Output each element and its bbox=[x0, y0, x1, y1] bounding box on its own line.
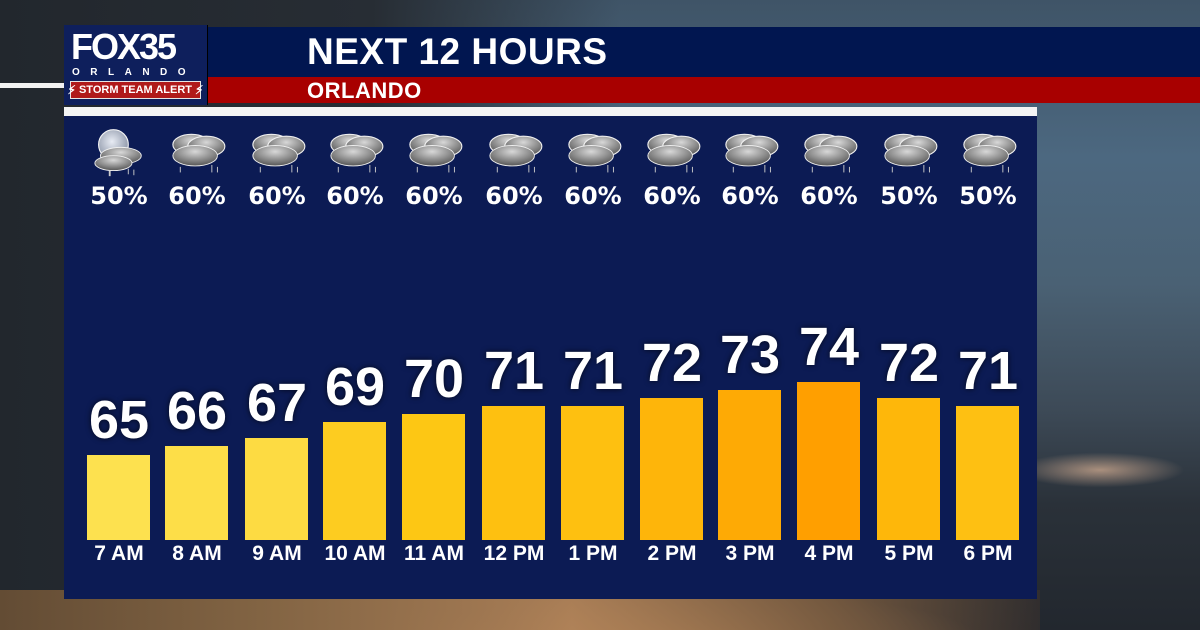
forecast-column: 60% 72 2 PM bbox=[640, 116, 704, 599]
rain-chance: 60% bbox=[721, 182, 779, 210]
forecast-column: 50% 65 7 AM bbox=[87, 116, 151, 599]
temperature-bar bbox=[877, 397, 940, 540]
rain-chance: 50% bbox=[959, 182, 1017, 210]
temperature-bar bbox=[561, 405, 624, 540]
hour-label: 7 AM bbox=[94, 542, 144, 565]
page-title: NEXT 12 HOURS bbox=[307, 31, 608, 72]
temperature-bar bbox=[718, 389, 781, 540]
rain-cloud-icon bbox=[409, 133, 463, 173]
rain-cloud-icon bbox=[963, 133, 1017, 173]
night-cloud-rain-icon bbox=[93, 128, 143, 178]
forecast-column: 50% 72 5 PM bbox=[877, 116, 941, 599]
rain-chance: 60% bbox=[168, 182, 226, 210]
forecast-panel: 50% 65 7 AM 60% 66 8 AM 60% 67 9 AM 60% 69 10 AM 60%… bbox=[64, 116, 1037, 599]
temperature-bar bbox=[87, 454, 150, 540]
rain-chance: 60% bbox=[800, 182, 858, 210]
temperature-bar bbox=[245, 438, 308, 540]
rain-cloud-icon bbox=[252, 133, 306, 173]
rain-chance: 60% bbox=[643, 182, 701, 210]
temperature-value: 72 bbox=[878, 332, 940, 393]
storm-team-alert-badge: ⚡︎ STORM TEAM ALERT ⚡︎ bbox=[67, 81, 204, 99]
hour-label: 8 AM bbox=[172, 542, 222, 565]
rain-cloud-icon bbox=[568, 133, 622, 173]
rain-chance: 60% bbox=[485, 182, 543, 210]
temperature-bar bbox=[640, 397, 703, 540]
temperature-value: 73 bbox=[719, 324, 781, 385]
temperature-value: 71 bbox=[957, 340, 1019, 401]
rain-cloud-icon bbox=[489, 133, 543, 173]
station-logo: FOX35 ORLANDO ⚡︎ STORM TEAM ALERT ⚡︎ bbox=[64, 25, 208, 105]
forecast-column: 60% 67 9 AM bbox=[245, 116, 309, 599]
forecast-column: 60% 74 4 PM bbox=[797, 116, 861, 599]
temperature-bar bbox=[165, 446, 228, 540]
forecast-column: 50% 71 6 PM bbox=[956, 116, 1020, 599]
temperature-value: 65 bbox=[88, 389, 150, 450]
temperature-value: 66 bbox=[166, 381, 228, 442]
forecast-column: 60% 66 8 AM bbox=[165, 116, 229, 599]
decorative-line bbox=[0, 83, 66, 88]
hour-label: 5 PM bbox=[884, 542, 934, 565]
rain-chance: 60% bbox=[405, 182, 463, 210]
temperature-bar bbox=[402, 414, 465, 540]
rain-cloud-icon bbox=[884, 133, 938, 173]
hour-label: 6 PM bbox=[963, 542, 1013, 565]
lightning-bolt-icon: ⚡︎ bbox=[67, 83, 76, 97]
hour-label: 12 PM bbox=[483, 542, 545, 565]
temperature-value: 71 bbox=[562, 340, 624, 401]
temperature-value: 69 bbox=[324, 357, 386, 418]
hour-label: 9 AM bbox=[252, 542, 302, 565]
temperature-bar bbox=[797, 381, 860, 540]
temperature-value: 67 bbox=[246, 373, 308, 434]
temperature-value: 74 bbox=[798, 316, 860, 377]
header-title-bar bbox=[207, 27, 1200, 77]
rain-chance: 60% bbox=[326, 182, 384, 210]
temperature-bar bbox=[323, 422, 386, 540]
rain-cloud-icon bbox=[647, 133, 701, 173]
forecast-column: 60% 71 1 PM bbox=[561, 116, 625, 599]
hour-label: 1 PM bbox=[568, 542, 618, 565]
rain-chance: 50% bbox=[90, 182, 148, 210]
temperature-bar bbox=[482, 405, 545, 540]
hour-label: 11 AM bbox=[404, 542, 464, 565]
rain-cloud-icon bbox=[330, 133, 384, 173]
forecast-column: 60% 73 3 PM bbox=[718, 116, 782, 599]
forecast-column: 60% 70 11 AM bbox=[402, 116, 466, 599]
logo-city: ORLANDO bbox=[72, 67, 197, 78]
panel-top-stripe bbox=[64, 107, 1037, 116]
hour-label: 4 PM bbox=[804, 542, 854, 565]
hour-label: 2 PM bbox=[647, 542, 697, 565]
alert-label: STORM TEAM ALERT bbox=[78, 84, 193, 96]
rain-cloud-icon bbox=[725, 133, 779, 173]
rain-cloud-icon bbox=[804, 133, 858, 173]
hour-label: 3 PM bbox=[725, 542, 775, 565]
forecast-column: 60% 69 10 AM bbox=[323, 116, 387, 599]
header-subtitle-bar bbox=[207, 77, 1200, 103]
lightning-bolt-icon: ⚡︎ bbox=[195, 83, 204, 97]
hour-label: 10 AM bbox=[324, 542, 386, 565]
temperature-value: 72 bbox=[641, 332, 703, 393]
rain-chance: 50% bbox=[880, 182, 938, 210]
forecast-column: 60% 71 12 PM bbox=[482, 116, 546, 599]
rain-cloud-icon bbox=[172, 133, 226, 173]
temperature-value: 70 bbox=[403, 349, 465, 409]
logo-brand: FOX35 bbox=[71, 26, 177, 67]
temperature-bar bbox=[956, 405, 1019, 540]
location-subtitle: ORLANDO bbox=[307, 78, 422, 103]
rain-chance: 60% bbox=[248, 182, 306, 210]
temperature-value: 71 bbox=[483, 340, 545, 401]
rain-chance: 60% bbox=[564, 182, 622, 210]
